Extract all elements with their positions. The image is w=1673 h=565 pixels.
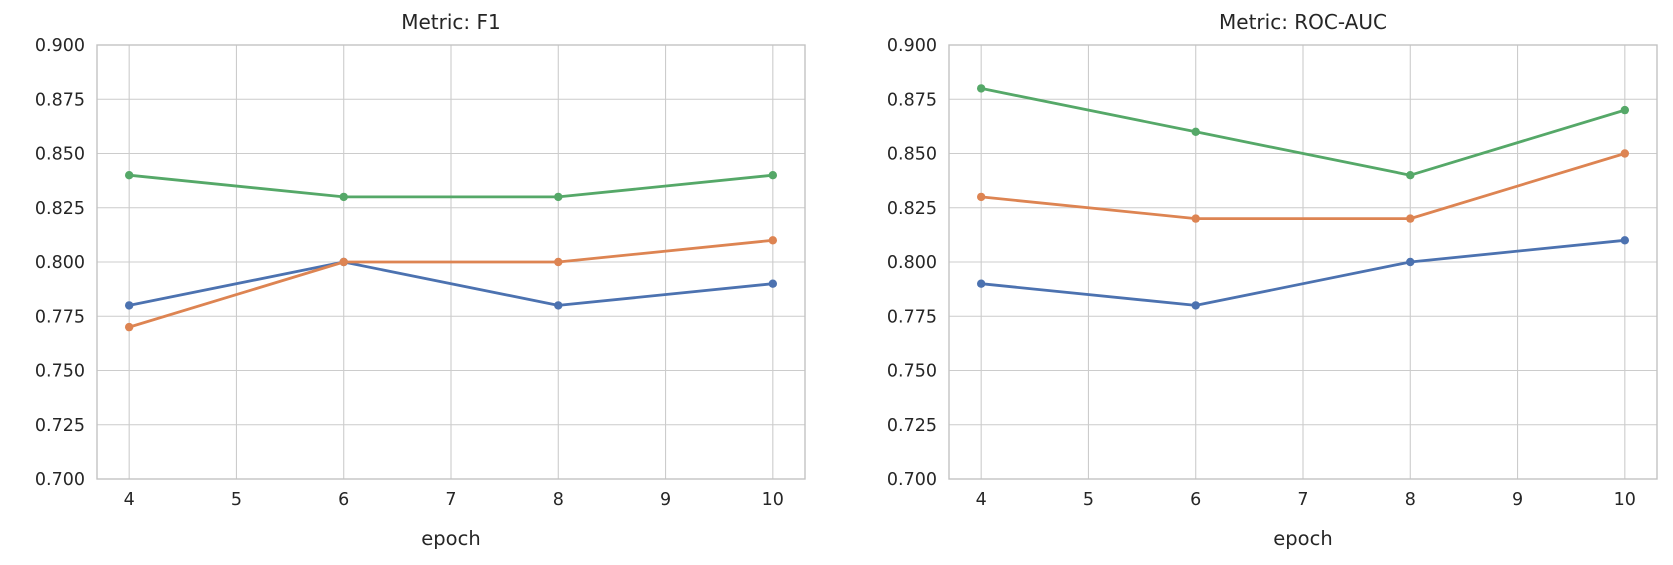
series-orange-marker	[339, 257, 348, 267]
x-tick-label: 5	[1083, 490, 1094, 510]
series-blue-marker	[124, 301, 134, 310]
series-orange-marker	[554, 257, 563, 267]
x-tick-label: 9	[660, 490, 671, 510]
y-tick-label: 0.825	[887, 199, 937, 219]
series-orange-marker	[1620, 149, 1630, 158]
chart-title: Metric: ROC-AUC	[1219, 10, 1387, 34]
series-orange-marker	[976, 192, 986, 202]
y-tick-label: 0.775	[35, 307, 85, 327]
series-blue-line	[979, 238, 1627, 307]
series-blue-marker	[976, 279, 986, 288]
series-green-marker	[1620, 105, 1630, 115]
series-green-marker	[124, 171, 134, 180]
y-tick-label: 0.800	[887, 253, 937, 273]
y-tick-label: 0.700	[35, 470, 85, 490]
y-tick-label: 0.875	[887, 90, 937, 110]
series-green-line	[979, 87, 1627, 177]
series-orange-marker	[768, 236, 778, 245]
series-green-marker	[554, 192, 563, 202]
series-green-marker	[339, 192, 348, 202]
y-tick-label: 0.850	[35, 145, 85, 165]
y-tick-label: 0.700	[887, 470, 937, 490]
x-tick-label: 9	[1512, 490, 1523, 510]
series-blue-marker	[554, 301, 563, 310]
series-green-marker	[976, 84, 986, 93]
y-tick-label: 0.875	[35, 90, 85, 110]
x-tick-label: 6	[1190, 490, 1201, 510]
series-blue-marker	[1620, 236, 1630, 245]
subplot-metric-f1: 4 5 6 7 8 9 10 0.700 0.725 0.750 0.775 0.800 0.825 0.…	[35, 10, 806, 550]
y-tick-label: 0.725	[35, 416, 85, 436]
series-blue-line	[127, 260, 775, 307]
y-tick-label: 0.750	[887, 362, 937, 382]
series-orange-line	[979, 152, 1627, 221]
series-orange-line	[127, 238, 775, 329]
series-orange-marker	[1191, 214, 1200, 223]
y-tick-label: 0.775	[887, 307, 937, 327]
x-tick-label: 4	[124, 490, 135, 510]
y-tick-label: 0.850	[887, 145, 937, 165]
series-green-marker	[768, 171, 778, 180]
y-tick-label: 0.725	[887, 416, 937, 436]
series-orange-marker	[1406, 214, 1415, 223]
x-axis-label: epoch	[421, 527, 480, 550]
tick-labels-layer: 4 5 6 7 8 9 10 0.700 0.725 0.750 0.775 0.800 0.825 0.…	[35, 36, 784, 510]
x-tick-label: 10	[1614, 490, 1636, 510]
series-orange-marker	[124, 322, 134, 332]
y-tick-label: 0.900	[35, 36, 85, 56]
series-blue-marker	[768, 279, 778, 288]
x-tick-label: 6	[338, 490, 349, 510]
plot-border	[948, 44, 1658, 480]
plot-border	[96, 44, 806, 480]
x-tick-label: 4	[976, 490, 987, 510]
series-blue-marker	[1406, 257, 1415, 267]
x-axis-label: epoch	[1273, 527, 1332, 550]
series-layer	[124, 171, 778, 332]
x-tick-label: 10	[762, 490, 784, 510]
subplot-metric-roc-auc: 4 5 6 7 8 9 10 0.700 0.725 0.750 0.775 0.800 0.825 0.…	[887, 10, 1658, 550]
y-tick-label: 0.900	[887, 36, 937, 56]
grid-layer	[948, 44, 1658, 480]
y-tick-label: 0.800	[35, 253, 85, 273]
series-green-line	[127, 173, 775, 199]
series-green-marker	[1406, 171, 1415, 180]
series-blue-marker	[1191, 301, 1200, 310]
series-green-marker	[1191, 127, 1200, 136]
x-tick-label: 8	[553, 490, 564, 510]
x-tick-label: 7	[445, 490, 456, 510]
y-tick-label: 0.750	[35, 362, 85, 382]
tick-labels-layer: 4 5 6 7 8 9 10 0.700 0.725 0.750 0.775 0.800 0.825 0.…	[887, 36, 1636, 510]
y-tick-label: 0.825	[35, 199, 85, 219]
x-tick-label: 8	[1405, 490, 1416, 510]
series-layer	[976, 84, 1630, 310]
grid-layer	[96, 44, 806, 480]
x-tick-label: 5	[231, 490, 242, 510]
chart-title: Metric: F1	[401, 10, 501, 34]
x-tick-label: 7	[1297, 490, 1308, 510]
